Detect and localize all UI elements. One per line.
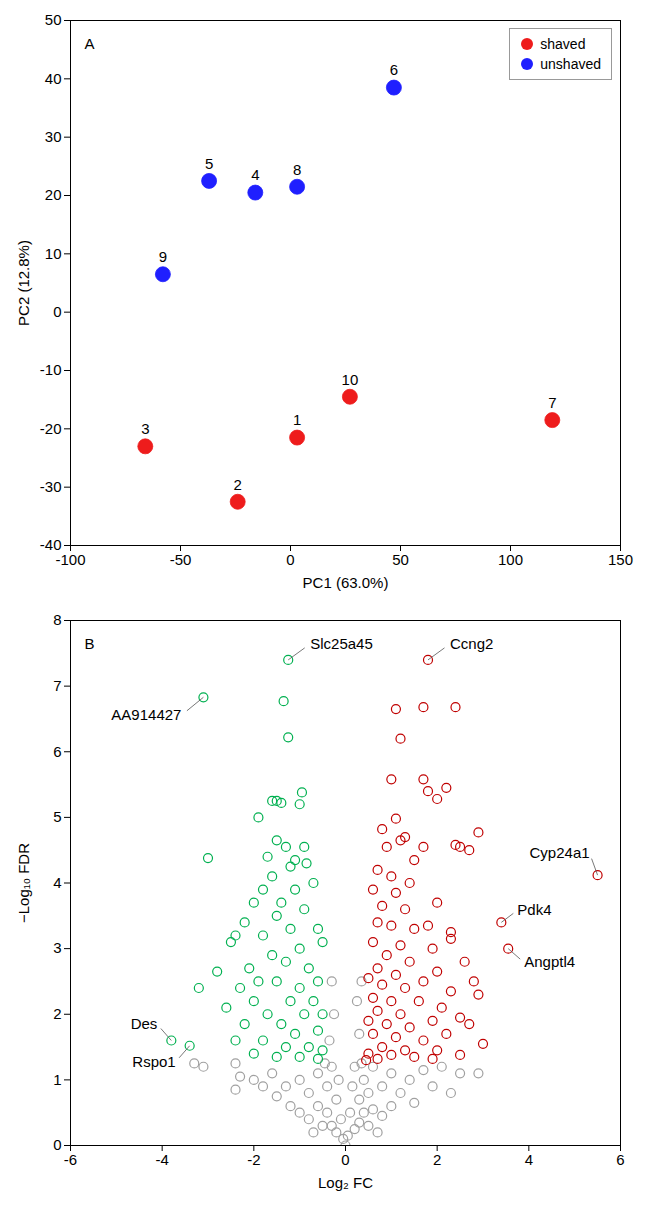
svg-text:0: 0 (53, 303, 61, 320)
svg-text:2: 2 (234, 476, 242, 493)
svg-text:30: 30 (45, 128, 62, 145)
svg-text:100: 100 (498, 551, 523, 568)
svg-text:B: B (85, 635, 95, 652)
svg-text:5: 5 (205, 155, 213, 172)
svg-text:4: 4 (53, 874, 61, 891)
svg-text:Rspo1: Rspo1 (132, 1053, 175, 1070)
svg-text:Pdk4: Pdk4 (517, 901, 551, 918)
svg-text:50: 50 (392, 551, 409, 568)
svg-text:-6: -6 (64, 1151, 77, 1168)
svg-text:-2: -2 (247, 1151, 260, 1168)
svg-text:8: 8 (53, 611, 61, 628)
html-text:unshaved: unshaved (540, 56, 601, 72)
svg-text:2: 2 (433, 1151, 441, 1168)
svg-text:-4: -4 (155, 1151, 168, 1168)
svg-text:20: 20 (45, 186, 62, 203)
svg-text:PC1 (63.0%): PC1 (63.0%) (303, 574, 389, 591)
svg-text:0: 0 (286, 551, 294, 568)
svg-text:10: 10 (342, 371, 359, 388)
svg-text:-40: -40 (39, 536, 62, 554)
svg-text:Slc25a45: Slc25a45 (310, 635, 373, 652)
svg-text:2: 2 (53, 1005, 61, 1022)
svg-text:0: 0 (53, 1136, 61, 1153)
svg-text:4: 4 (251, 166, 259, 183)
svg-text:8: 8 (293, 161, 301, 178)
svg-text:Ccng2: Ccng2 (450, 635, 493, 652)
svg-text:3: 3 (53, 939, 61, 956)
svg-text:-20: -20 (40, 420, 62, 437)
svg-text:-10: -10 (40, 361, 62, 378)
svg-text:1: 1 (293, 411, 301, 428)
svg-text:50: 50 (45, 11, 62, 28)
svg-text:5: 5 (53, 808, 61, 825)
svg-text:6: 6 (616, 1151, 624, 1168)
svg-text:-30: -30 (40, 478, 62, 495)
svg-text:7: 7 (548, 394, 556, 411)
svg-text:Angptl4: Angptl4 (524, 953, 575, 970)
html-text:shaved: shaved (540, 36, 586, 52)
svg-text:Des: Des (131, 1015, 158, 1032)
svg-text:10: 10 (45, 245, 62, 262)
svg-text:-100: -100 (55, 551, 85, 568)
svg-text:−Log₁₀ FDR: −Log₁₀ FDR (15, 843, 32, 923)
svg-text:150: 150 (608, 551, 633, 568)
svg-text:0: 0 (341, 1151, 349, 1168)
svg-text:3: 3 (141, 420, 149, 437)
svg-text:9: 9 (159, 248, 167, 265)
svg-text:4: 4 (525, 1151, 533, 1168)
svg-text:1: 1 (53, 1071, 61, 1088)
svg-text:AA914427: AA914427 (111, 706, 181, 723)
svg-text:Cyp24a1: Cyp24a1 (530, 844, 590, 861)
svg-text:6: 6 (390, 61, 398, 78)
svg-text:7: 7 (53, 677, 61, 694)
svg-text:6: 6 (53, 743, 61, 760)
svg-text:A: A (85, 35, 95, 52)
svg-text:Log₂ FC: Log₂ FC (318, 1174, 373, 1191)
svg-text:40: 40 (45, 70, 62, 87)
svg-text:PC2 (12.8%): PC2 (12.8%) (15, 240, 32, 326)
svg-text:-50: -50 (170, 551, 192, 568)
